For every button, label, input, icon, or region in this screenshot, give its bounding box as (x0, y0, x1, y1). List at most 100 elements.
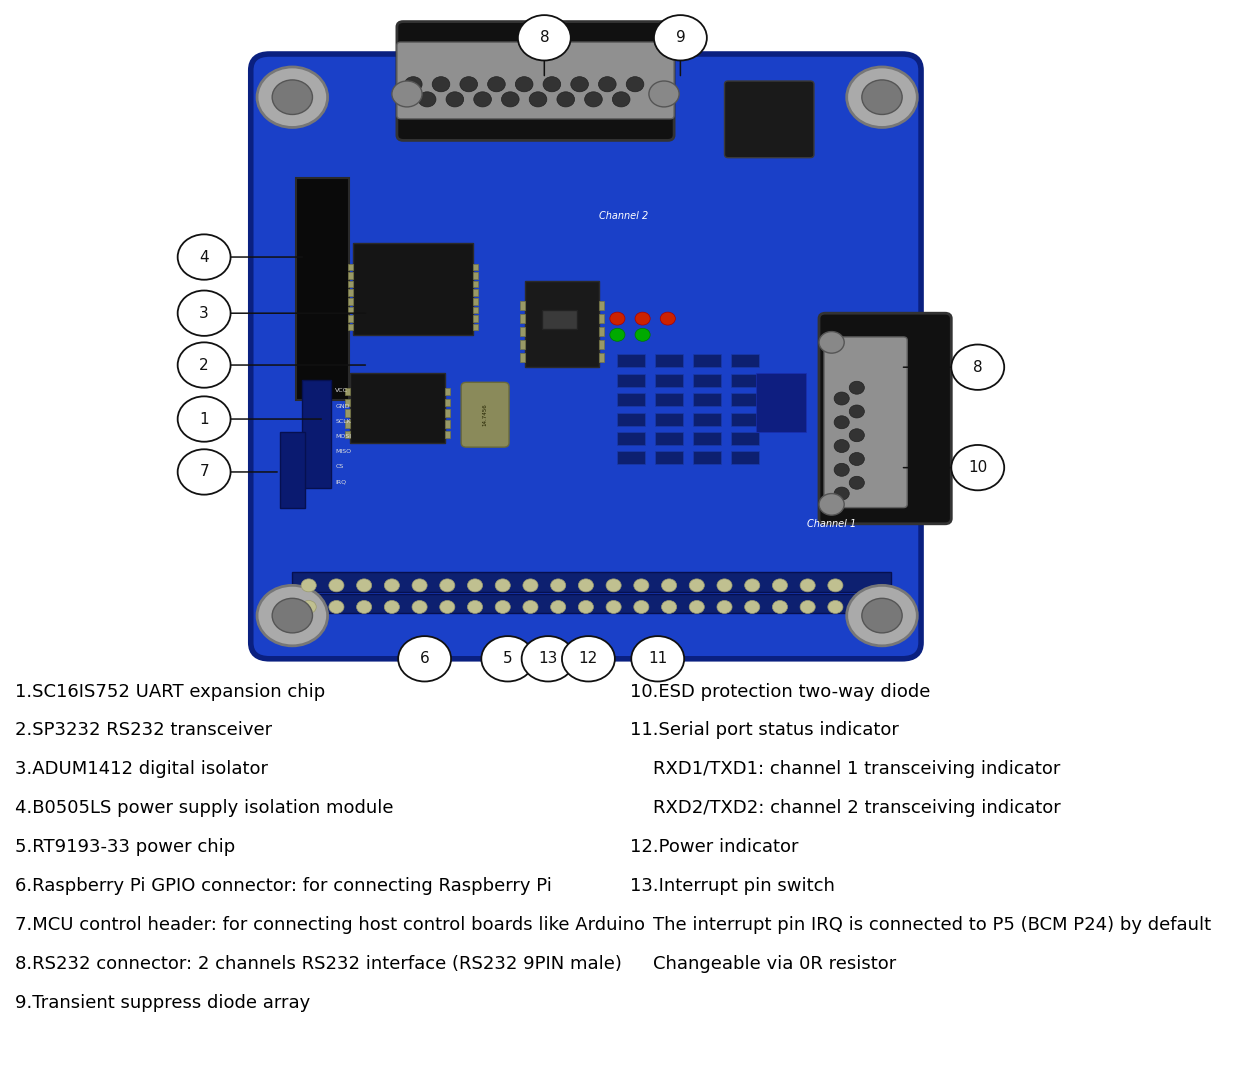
Text: 3: 3 (199, 306, 209, 321)
Circle shape (384, 600, 399, 613)
Bar (655, 413, 683, 426)
Circle shape (598, 77, 616, 92)
Bar (731, 413, 759, 426)
Circle shape (257, 67, 328, 127)
Bar (542, 310, 577, 329)
Circle shape (819, 494, 844, 515)
Circle shape (329, 600, 344, 613)
Text: 5.RT9193-33 power chip: 5.RT9193-33 power chip (15, 838, 236, 856)
Circle shape (800, 579, 815, 592)
Bar (731, 354, 759, 367)
Circle shape (847, 67, 917, 127)
Circle shape (649, 81, 679, 107)
Text: MOSI: MOSI (335, 434, 352, 438)
FancyBboxPatch shape (251, 54, 921, 659)
Text: 4: 4 (199, 249, 209, 265)
Circle shape (432, 77, 450, 92)
Text: Channel 2: Channel 2 (598, 211, 649, 221)
Circle shape (745, 600, 760, 613)
Bar (520, 340, 525, 349)
Text: RXD2/TXD2: channel 2 transceiving indicator: RXD2/TXD2: channel 2 transceiving indica… (630, 799, 1061, 818)
Text: 11: 11 (648, 651, 668, 666)
FancyBboxPatch shape (819, 313, 951, 524)
Bar (472, 315, 478, 322)
Bar (598, 327, 604, 336)
Bar (525, 281, 598, 367)
Circle shape (772, 579, 788, 592)
Text: RXD1/TXD1: channel 1 transceiving indicator: RXD1/TXD1: channel 1 transceiving indica… (630, 760, 1061, 779)
Bar (348, 272, 353, 279)
Bar (472, 264, 478, 270)
Circle shape (551, 579, 566, 592)
Circle shape (178, 234, 231, 280)
Bar (348, 307, 353, 313)
Circle shape (467, 579, 483, 592)
Circle shape (585, 92, 602, 107)
Circle shape (862, 80, 902, 114)
Circle shape (543, 77, 561, 92)
Bar (353, 243, 472, 335)
Bar (345, 399, 350, 406)
Circle shape (634, 600, 649, 613)
Text: 9.Transient suppress diode array: 9.Transient suppress diode array (15, 994, 310, 1012)
Circle shape (849, 405, 864, 418)
Circle shape (819, 332, 844, 353)
Bar (617, 413, 645, 426)
Circle shape (522, 636, 575, 681)
Circle shape (551, 600, 566, 613)
Circle shape (772, 600, 788, 613)
Text: Channel 1: Channel 1 (806, 518, 857, 529)
Bar (292, 572, 891, 592)
FancyBboxPatch shape (461, 382, 509, 447)
Text: 12: 12 (578, 651, 598, 666)
Bar (292, 594, 891, 613)
Circle shape (178, 342, 231, 388)
Circle shape (446, 92, 464, 107)
Circle shape (178, 449, 231, 495)
Circle shape (834, 463, 849, 476)
Circle shape (717, 600, 732, 613)
Circle shape (301, 600, 316, 613)
Bar (348, 298, 353, 305)
Circle shape (412, 579, 427, 592)
Text: 4.B0505LS power supply isolation module: 4.B0505LS power supply isolation module (15, 799, 393, 818)
Circle shape (398, 636, 451, 681)
Circle shape (828, 579, 843, 592)
Circle shape (717, 579, 732, 592)
Circle shape (474, 92, 491, 107)
Circle shape (834, 416, 849, 429)
Circle shape (689, 600, 704, 613)
Text: 8: 8 (973, 360, 983, 375)
FancyBboxPatch shape (397, 22, 674, 140)
Bar (472, 281, 478, 287)
Bar (350, 373, 445, 443)
Circle shape (384, 579, 399, 592)
Bar (617, 393, 645, 406)
Bar (731, 451, 759, 464)
Circle shape (412, 600, 427, 613)
Circle shape (460, 77, 478, 92)
Circle shape (495, 579, 510, 592)
Circle shape (834, 392, 849, 405)
Bar (348, 315, 353, 322)
Circle shape (467, 600, 483, 613)
Bar (345, 420, 350, 428)
Circle shape (828, 600, 843, 613)
Circle shape (578, 579, 593, 592)
Bar (520, 327, 525, 336)
Circle shape (745, 579, 760, 592)
Bar (655, 354, 683, 367)
Bar (731, 374, 759, 387)
Circle shape (662, 600, 677, 613)
Text: 9: 9 (675, 30, 685, 45)
FancyBboxPatch shape (824, 337, 907, 508)
Text: 10.ESD protection two-way diode: 10.ESD protection two-way diode (630, 683, 930, 701)
Bar (520, 314, 525, 323)
Circle shape (862, 598, 902, 633)
Bar (472, 324, 478, 330)
Bar (756, 373, 806, 432)
Bar (445, 409, 450, 417)
Text: GND: GND (335, 404, 350, 408)
Circle shape (418, 92, 436, 107)
Circle shape (495, 600, 510, 613)
